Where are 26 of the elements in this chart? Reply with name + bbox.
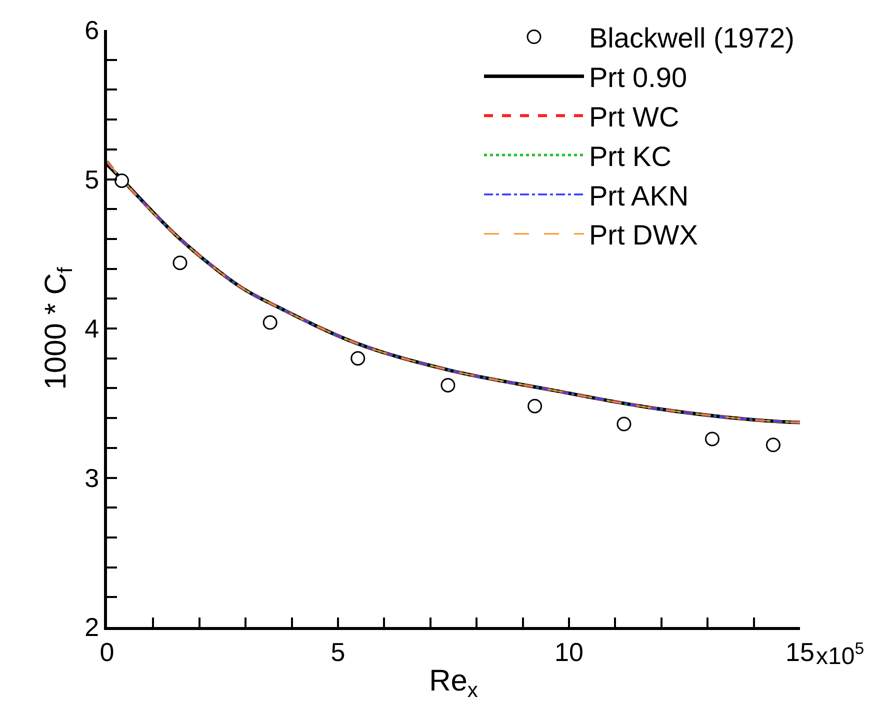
point xyxy=(440,378,456,392)
x-axis-title: Re$_{x}$ xyxy=(429,664,478,702)
point xyxy=(528,398,542,414)
point xyxy=(262,315,278,330)
text: x10$^{5}$ xyxy=(816,639,864,670)
point xyxy=(704,432,720,446)
point xyxy=(766,438,780,452)
legend-label: Prt WC xyxy=(589,102,680,133)
point xyxy=(350,351,366,366)
legend-label: Prt DWX xyxy=(589,220,698,251)
point xyxy=(172,256,188,270)
y-tick-label: 3 xyxy=(84,462,100,493)
y-tick-label: 4 xyxy=(84,314,100,344)
legend-label: Blackwell (1972) xyxy=(589,22,794,54)
legend-label: Prt AKN xyxy=(589,180,689,212)
point xyxy=(616,416,632,432)
y-tick-label: 2 xyxy=(84,612,100,642)
point xyxy=(114,173,130,188)
legend-label: Prt 0.90 xyxy=(589,62,688,94)
x-tick-label: 15 xyxy=(786,636,814,667)
x-tick-label: 10 xyxy=(554,636,584,667)
x-tick-label: 0 xyxy=(100,636,114,667)
legend-label: Prt KC xyxy=(589,140,672,172)
y-tick-label: 6 xyxy=(84,15,100,46)
x-tick-label: 5 xyxy=(330,636,346,667)
y-tick-label: 5 xyxy=(84,164,100,194)
